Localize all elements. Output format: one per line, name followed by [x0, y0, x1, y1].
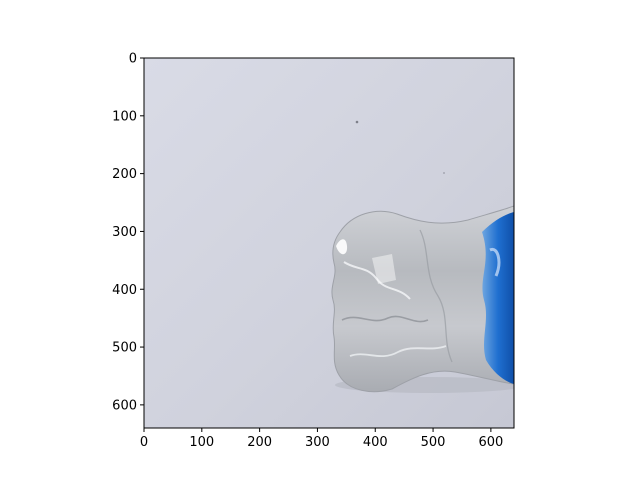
y-tick-label: 400: [112, 283, 137, 298]
bottle-highlight: [336, 239, 348, 255]
speck: [355, 120, 359, 124]
photo: [144, 58, 514, 428]
x-tick-label: 500: [421, 435, 446, 450]
x-tick-label: 200: [247, 435, 272, 450]
bottle-crease: [343, 261, 411, 300]
y-axis: 0 100 200 300 400 500 600: [112, 52, 144, 413]
bottle-cap-band: [482, 212, 514, 384]
x-axis: 0 100 200 300 400 500 600: [140, 428, 503, 450]
y-tick-label: 500: [112, 341, 137, 356]
y-tick-label: 0: [129, 52, 137, 67]
x-tick-label: 300: [305, 435, 330, 450]
x-tick-label: 400: [363, 435, 388, 450]
speck: [443, 172, 445, 174]
x-tick-label: 600: [478, 435, 503, 450]
bottle-highlight: [372, 254, 396, 284]
plot-frame: [143, 57, 515, 429]
x-tick-label: 0: [140, 435, 148, 450]
bottle-cap-highlight: [489, 247, 501, 277]
bottle-crease: [349, 345, 447, 357]
bottle-crease: [419, 229, 453, 363]
crushed-bottle: [331, 205, 514, 393]
y-tick-label: 200: [112, 167, 137, 182]
bottle-crease: [341, 315, 429, 323]
y-tick-label: 100: [112, 109, 137, 124]
x-tick-label: 100: [189, 435, 214, 450]
y-tick-label: 300: [112, 225, 137, 240]
y-tick-label: 600: [112, 398, 137, 413]
